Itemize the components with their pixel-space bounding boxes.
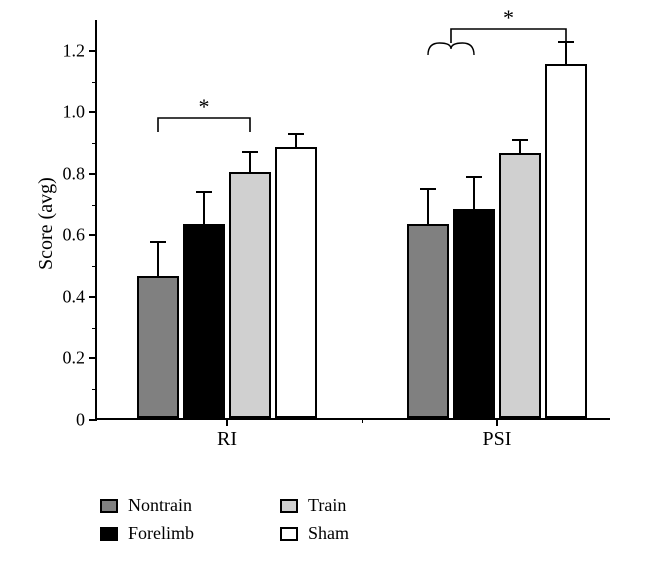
bar-PSI-nontrain [407,224,449,418]
significance-bracket: * [158,118,250,162]
y-tick-label: 0.2 [63,348,98,369]
errorbar [565,42,567,67]
y-tick-label: 1.2 [63,40,98,61]
y-tick-label: 0.6 [63,225,98,246]
legend-label: Nontrain [128,495,192,516]
x-category-label: PSI [483,418,512,451]
legend-swatch [100,499,118,513]
bar-RI-sham [275,147,317,418]
y-minor-tick [92,328,97,329]
errorbar-cap [420,188,436,190]
y-tick-label: 0.4 [63,286,98,307]
bar-RI-forelimb [183,224,225,418]
errorbar [203,192,205,226]
bar-RI-nontrain [137,276,179,418]
legend-item-train: Train [280,495,346,516]
plot-area: 00.20.40.60.81.01.2RIPSI** [95,20,610,420]
y-minor-tick [92,389,97,390]
legend-label: Sham [308,523,349,544]
y-minor-tick [92,143,97,144]
legend-swatch [280,527,298,541]
significance-star: * [503,5,514,31]
bar-RI-train [229,172,271,418]
legend-swatch [100,527,118,541]
legend-label: Forelimb [128,523,194,544]
errorbar-cap [288,133,304,135]
y-tick-label: 1.0 [63,102,98,123]
errorbar [249,152,251,174]
errorbar-cap [512,139,528,141]
y-axis-label: Score (avg) [35,177,58,270]
errorbar [157,242,159,279]
legend-label: Train [308,495,346,516]
x-minor-tick [362,418,363,423]
bar-PSI-train [499,153,541,418]
bar-PSI-sham [545,64,587,418]
chart-container: 00.20.40.60.81.01.2RIPSI** Score (avg) N… [0,0,651,576]
errorbar [295,134,297,149]
y-minor-tick [92,82,97,83]
errorbar-cap [196,191,212,193]
errorbar-cap [466,176,482,178]
errorbar-cap [150,241,166,243]
bar-PSI-forelimb [453,209,495,418]
legend-item-nontrain: Nontrain [100,495,192,516]
errorbar [473,177,475,211]
legend-item-forelimb: Forelimb [100,523,194,544]
legend-swatch [280,499,298,513]
legend-item-sham: Sham [280,523,349,544]
y-minor-tick [92,266,97,267]
y-tick-label: 0.8 [63,163,98,184]
y-tick-label: 0 [76,410,97,431]
x-category-label: RI [217,418,237,451]
errorbar-cap [558,41,574,43]
significance-star: * [199,94,210,120]
errorbar-cap [242,151,258,153]
y-minor-tick [92,205,97,206]
errorbar [519,140,521,155]
errorbar [427,189,429,226]
